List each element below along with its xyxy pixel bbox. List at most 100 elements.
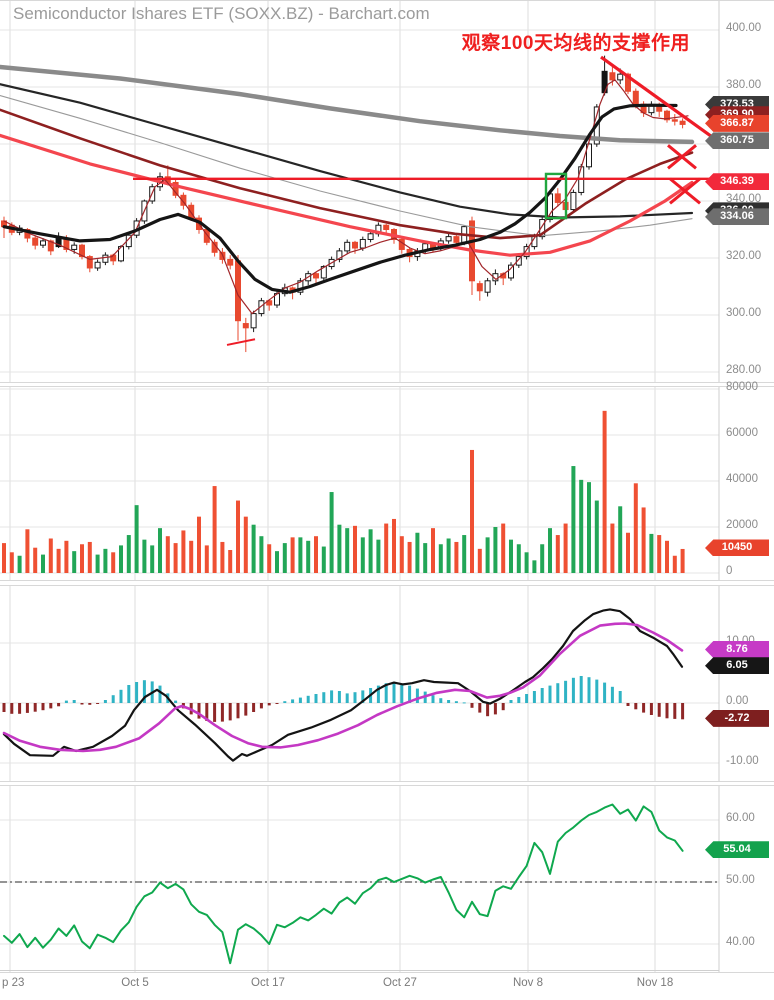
histogram-bar [220, 703, 224, 722]
histogram-bar [509, 700, 513, 703]
volume-bar [649, 533, 654, 573]
candle-body [102, 254, 109, 263]
volume-bar [509, 539, 513, 573]
macd-pane[interactable] [0, 585, 774, 782]
volume-axis-tick: 60000 [726, 427, 758, 439]
histogram-bar [345, 693, 349, 703]
volume-bar [407, 541, 412, 573]
candle-body [227, 258, 234, 266]
volume-bar [532, 560, 537, 573]
histogram-bar [2, 703, 6, 712]
histogram-bar [330, 690, 334, 703]
candle-body [445, 236, 452, 242]
histogram-bar [634, 703, 638, 710]
histogram-bar [142, 680, 146, 703]
candle-body [664, 110, 670, 121]
histogram-bar [252, 703, 256, 712]
x-axis-label: Nov 8 [512, 977, 544, 989]
histogram-bar [10, 703, 14, 714]
macd-histogram [2, 676, 685, 722]
histogram-bar [595, 679, 599, 703]
volume-bar [259, 536, 264, 573]
volume-bar [641, 507, 646, 573]
volume-pane[interactable] [0, 386, 774, 581]
histogram-bar [439, 698, 443, 703]
rsi-value-badge: 55.04 [705, 841, 769, 859]
rsi-axis-tick: 60.00 [726, 812, 755, 824]
volume-bar [33, 547, 38, 573]
histogram-bar [33, 703, 37, 712]
histogram-bar [18, 703, 22, 714]
volume-bar [516, 544, 521, 573]
chart-title: Semiconductor Ishares ETF (SOXX.BZ) - Ba… [13, 4, 430, 23]
histogram-bar [283, 701, 287, 703]
volume-canvas[interactable] [0, 387, 774, 580]
x-axis-line [0, 970, 719, 971]
volume-bar [243, 516, 248, 573]
volume-bar [470, 449, 474, 573]
volume-bar [602, 410, 607, 573]
histogram-bar [205, 703, 209, 721]
ma-20-heavy-black [2, 103, 678, 294]
price-axis-tick: 320.00 [726, 250, 762, 262]
volume-series [2, 410, 685, 573]
candle-body [523, 246, 530, 258]
rsi-axis-tick: 40.00 [726, 936, 755, 948]
volume-bar [267, 544, 272, 573]
rsi-pane[interactable] [0, 785, 774, 973]
price-axis-tick: 300.00 [726, 307, 762, 319]
candles-series [1, 55, 686, 353]
price-value-badge: 360.75 [705, 132, 769, 150]
candle-body [250, 313, 257, 329]
volume-bar [158, 528, 162, 573]
x-axis-label: p 23 [2, 977, 25, 989]
histogram-bar [135, 682, 139, 703]
x-mark [669, 177, 701, 205]
histogram-bar [673, 703, 677, 719]
histogram-bar [486, 703, 490, 717]
candle-body [336, 250, 343, 260]
x-mark [667, 144, 697, 170]
histogram-bar [158, 685, 162, 703]
annotation-text: 观察100天均线的支撑作用 [461, 33, 690, 54]
histogram-bar [392, 682, 396, 703]
histogram-bar [400, 683, 404, 703]
histogram-bar [548, 685, 552, 703]
histogram-bar [454, 701, 458, 703]
volume-bar [111, 552, 116, 573]
volume-bar [197, 516, 201, 573]
candle-body [297, 280, 304, 293]
histogram-bar [291, 699, 295, 703]
volume-bar [181, 530, 186, 573]
volume-bar [563, 523, 568, 573]
macd-canvas[interactable] [0, 586, 774, 781]
volume-bar [321, 546, 326, 573]
histogram-bar [353, 692, 357, 703]
volume-axis-tick: 80000 [726, 381, 758, 393]
histogram-bar [298, 697, 302, 703]
volume-bar [540, 544, 545, 573]
candle-body [86, 256, 93, 269]
histogram-bar [501, 703, 505, 711]
volume-bar [212, 486, 217, 573]
histogram-bar [111, 695, 115, 703]
price-canvas[interactable] [0, 1, 774, 382]
price-pane[interactable] [0, 0, 774, 383]
volume-bar [665, 540, 669, 573]
volume-bar [672, 555, 677, 573]
candle-body [554, 193, 561, 203]
histogram-bar [431, 695, 435, 703]
volume-bar [41, 554, 45, 573]
volume-bar [610, 523, 615, 573]
histogram-bar [626, 703, 630, 706]
volume-axis-tick: 0 [726, 565, 733, 577]
candle-body [453, 236, 460, 243]
volume-bar [314, 536, 318, 573]
volume-bar [353, 525, 357, 573]
candle-body [515, 256, 522, 266]
volume-bar [298, 537, 303, 573]
histogram-bar [259, 703, 263, 709]
histogram-bar [236, 703, 240, 719]
volume-bar [524, 552, 529, 573]
rsi-canvas[interactable] [0, 786, 774, 972]
